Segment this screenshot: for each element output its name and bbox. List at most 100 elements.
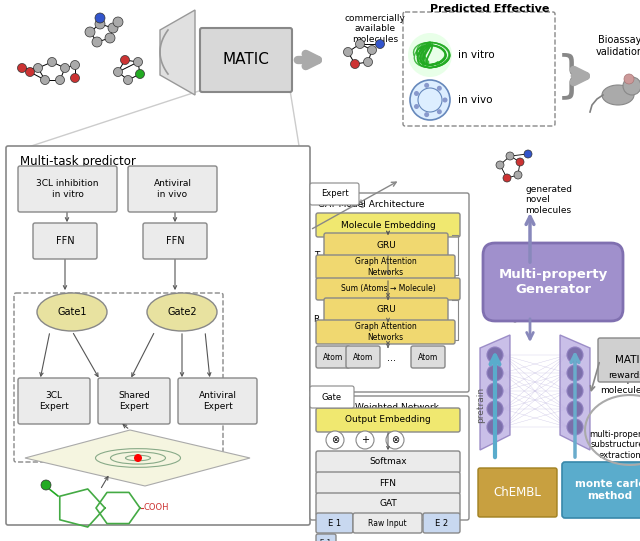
Circle shape <box>567 365 583 381</box>
Circle shape <box>364 57 372 67</box>
Circle shape <box>70 61 79 69</box>
Text: multi-property
substructures
extraction: multi-property substructures extraction <box>589 430 640 460</box>
FancyBboxPatch shape <box>316 451 460 473</box>
FancyBboxPatch shape <box>6 146 310 525</box>
Circle shape <box>424 112 429 117</box>
Circle shape <box>95 19 105 29</box>
FancyBboxPatch shape <box>316 255 455 279</box>
Polygon shape <box>480 335 510 450</box>
Text: rewards: rewards <box>330 186 366 210</box>
Circle shape <box>386 431 404 449</box>
Text: Raw Input: Raw Input <box>368 518 407 527</box>
Text: Gate2: Gate2 <box>167 307 197 317</box>
Text: Atom: Atom <box>353 353 373 361</box>
FancyBboxPatch shape <box>316 408 460 432</box>
FancyBboxPatch shape <box>483 243 623 321</box>
Text: FFN: FFN <box>380 478 397 487</box>
Circle shape <box>410 80 450 120</box>
Circle shape <box>623 77 640 95</box>
Text: in vivo: in vivo <box>458 95 493 105</box>
Circle shape <box>437 109 442 114</box>
Circle shape <box>95 13 105 23</box>
FancyBboxPatch shape <box>478 468 557 517</box>
Text: GAT: GAT <box>379 499 397 509</box>
FancyBboxPatch shape <box>98 378 170 424</box>
FancyBboxPatch shape <box>310 396 469 520</box>
Text: in vitro: in vitro <box>458 50 495 60</box>
Circle shape <box>41 480 51 490</box>
Text: commercially
available
molecules: commercially available molecules <box>344 14 405 44</box>
FancyBboxPatch shape <box>353 513 422 533</box>
Circle shape <box>524 311 532 319</box>
Circle shape <box>56 76 65 84</box>
FancyBboxPatch shape <box>128 166 217 212</box>
Circle shape <box>534 290 542 298</box>
FancyBboxPatch shape <box>403 12 555 126</box>
Circle shape <box>33 63 42 72</box>
Ellipse shape <box>602 85 634 105</box>
FancyBboxPatch shape <box>200 28 292 92</box>
Circle shape <box>567 347 583 363</box>
Text: Gate1: Gate1 <box>57 307 87 317</box>
FancyBboxPatch shape <box>310 193 469 392</box>
Polygon shape <box>560 335 590 450</box>
Text: monte carlo
method: monte carlo method <box>575 479 640 501</box>
Text: FFN: FFN <box>166 236 184 246</box>
Circle shape <box>437 86 442 91</box>
Text: COOH: COOH <box>143 504 168 512</box>
FancyBboxPatch shape <box>598 338 640 382</box>
Text: FFN: FFN <box>56 236 74 246</box>
FancyBboxPatch shape <box>324 233 448 257</box>
FancyBboxPatch shape <box>423 513 460 533</box>
Text: multi-property
molecules: multi-property molecules <box>600 375 640 395</box>
Text: Sum (Atoms → Molecule): Sum (Atoms → Molecule) <box>340 285 435 294</box>
Circle shape <box>367 45 376 55</box>
FancyBboxPatch shape <box>346 346 380 368</box>
Text: E 1: E 1 <box>321 539 332 541</box>
Text: Weighted Network: Weighted Network <box>355 403 439 412</box>
Circle shape <box>487 383 503 399</box>
Text: Molecule Embedding: Molecule Embedding <box>340 221 435 229</box>
Text: Antiviral
Expert: Antiviral Expert <box>198 391 237 411</box>
Text: Expert: Expert <box>321 189 348 199</box>
Circle shape <box>26 68 35 76</box>
FancyBboxPatch shape <box>316 472 460 494</box>
Text: MATIC: MATIC <box>223 52 269 68</box>
Text: Multi-property
Generator: Multi-property Generator <box>499 268 607 296</box>
FancyBboxPatch shape <box>316 213 460 237</box>
FancyBboxPatch shape <box>562 462 640 518</box>
Circle shape <box>136 69 145 78</box>
FancyBboxPatch shape <box>324 298 448 322</box>
Polygon shape <box>25 430 250 486</box>
Circle shape <box>47 57 56 67</box>
Circle shape <box>17 63 26 72</box>
Circle shape <box>516 158 524 166</box>
Text: Bioassay
validation: Bioassay validation <box>596 35 640 57</box>
Text: Antiviral
in vivo: Antiviral in vivo <box>154 179 191 199</box>
Circle shape <box>567 401 583 417</box>
Circle shape <box>108 23 118 33</box>
Text: rewards: rewards <box>608 371 640 379</box>
Text: GRU: GRU <box>376 241 396 249</box>
FancyBboxPatch shape <box>316 278 460 300</box>
Text: E 2: E 2 <box>435 518 448 527</box>
Circle shape <box>92 37 102 47</box>
Circle shape <box>113 17 123 27</box>
Circle shape <box>424 83 429 88</box>
Circle shape <box>356 431 374 449</box>
Circle shape <box>85 27 95 37</box>
FancyBboxPatch shape <box>18 166 117 212</box>
Text: generated
novel
molecules: generated novel molecules <box>525 185 572 215</box>
FancyBboxPatch shape <box>411 346 445 368</box>
Circle shape <box>567 419 583 435</box>
Circle shape <box>376 39 385 49</box>
Circle shape <box>496 161 504 169</box>
Circle shape <box>355 39 365 49</box>
Circle shape <box>624 74 634 84</box>
Circle shape <box>326 431 344 449</box>
Text: Output Embedding: Output Embedding <box>345 415 431 425</box>
Text: E 1: E 1 <box>328 518 341 527</box>
FancyBboxPatch shape <box>316 346 350 368</box>
Polygon shape <box>160 10 195 95</box>
Ellipse shape <box>147 293 217 331</box>
